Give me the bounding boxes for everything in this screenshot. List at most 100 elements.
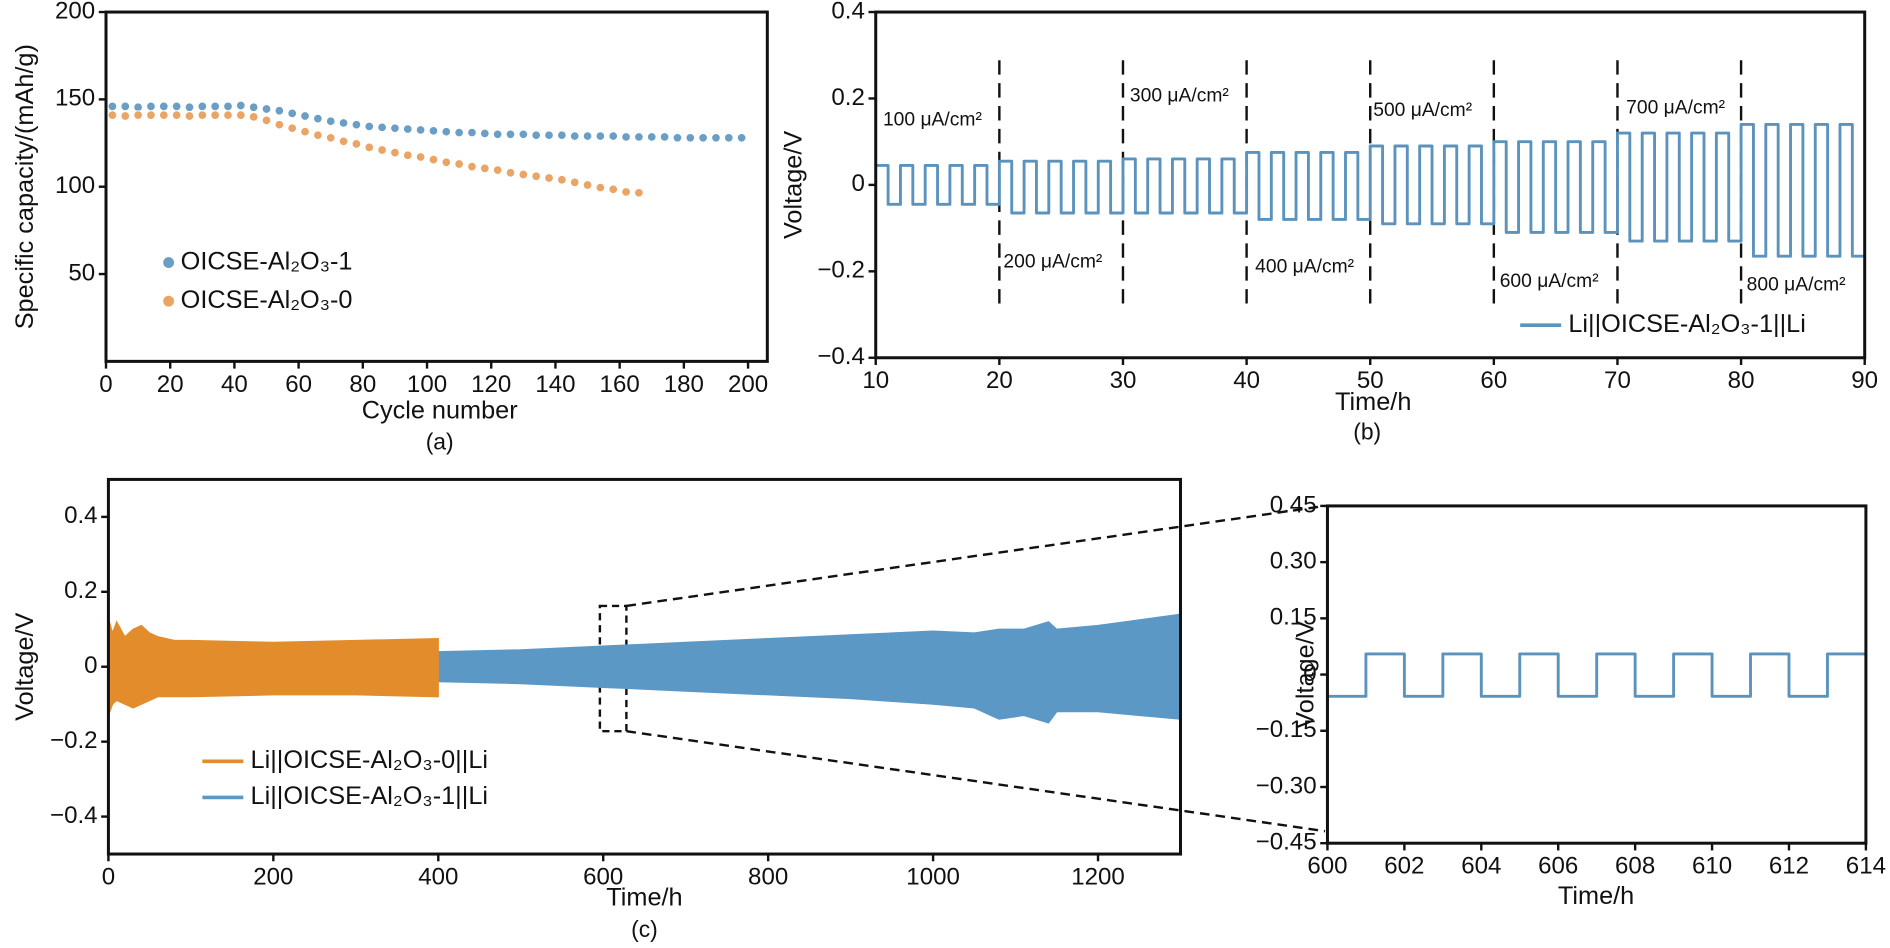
y-tick-label: −0.15 [1256,716,1317,743]
point [621,187,631,197]
x-tick-label: 60 [285,371,312,398]
point [184,111,195,121]
point [210,101,220,112]
y-tick-label: 150 [55,85,95,112]
y-tick-label: −0.30 [1256,772,1317,799]
x-tick-label: 600 [1307,853,1347,880]
panel: −0.45 −0.30 −0.15 0 0.15 0.30 0.45 600 602 604 606… [1256,491,1886,910]
point [634,188,644,198]
zoom-line [626,729,1326,833]
y-tick-label: 0.4 [64,502,97,529]
x-tick-label: 180 [664,371,704,398]
point [171,110,182,120]
y-tick-label: −0.4 [817,343,865,370]
point [672,132,683,143]
x-tick-label: 40 [1233,367,1260,394]
x-tick-label: 10 [862,367,889,394]
point [608,184,619,195]
x-tick-label: 90 [1851,367,1878,394]
x-tick-label: 80 [1728,367,1755,394]
plot-area [108,613,1181,724]
point [210,110,220,120]
point [325,116,336,127]
point [659,132,670,142]
plot-frame [106,477,1183,856]
annotation: 500 μA/cm² [1373,100,1472,121]
x-tick-label: 1200 [1071,863,1125,890]
point [544,173,554,183]
point [390,147,400,158]
annotation: 100 μA/cm² [883,110,982,131]
x-tick-label: 160 [600,371,640,398]
point [377,145,387,155]
line [875,122,1865,258]
y-tick-label: −0.2 [50,727,98,754]
legend-marker [163,295,175,307]
y-tick-label: 0.4 [831,0,864,24]
x-tick-label: 70 [1604,367,1631,394]
plot-area [875,60,1865,312]
x-tick-label: 602 [1384,853,1424,880]
point [184,102,195,113]
point [505,167,516,178]
point [287,108,298,119]
point [313,113,323,124]
point [300,111,310,121]
point [454,127,464,138]
y-tick-label: 0.45 [1270,491,1317,518]
point [723,132,734,143]
y-tick-label: 0 [851,170,864,197]
x-tick-label: 400 [418,863,458,890]
x-tick-label: 40 [221,371,248,398]
annotation: 400 μA/cm² [1255,257,1354,278]
x-tick-label: 30 [1110,367,1137,394]
legend-label: OICSE-Al₂O₃-1 [181,247,353,275]
y-axis-title: Specific capacity/(mAh/g) [11,44,39,329]
plot-frame [104,10,769,363]
y-tick-label: −0.45 [1256,829,1317,856]
x-axis-title: Cycle number [362,397,518,425]
area [108,617,439,716]
x-tick-label: 600 [583,863,623,890]
y-tick-label: 50 [68,259,95,286]
x-tick-label: 606 [1538,853,1578,880]
point [646,132,657,142]
x-axis-title: Time/h [1558,882,1634,910]
point [441,126,452,137]
x-tick-label: 0 [99,371,112,398]
point [415,152,426,162]
panel: −0.4 −0.2 0 0.2 0.4 0 200 400 600 800 1000 1200 Li||… [11,477,1183,942]
x-tick-label: 140 [535,371,575,398]
point [595,182,606,193]
point [441,157,452,168]
point [223,101,233,112]
plot-frame [874,10,1867,360]
x-tick-label: 800 [748,863,788,890]
point [236,110,246,120]
area [437,613,1181,724]
point [402,150,413,161]
point [248,112,259,122]
y-axis-title: Voltage/V [11,612,39,720]
y-axis-title: Voltage/V [780,131,808,239]
point [146,101,156,112]
x-tick-label: 120 [471,371,511,398]
x-tick-label: 1000 [906,863,960,890]
x-tick-label: 612 [1769,853,1809,880]
point [197,101,208,112]
y-tick-label: 0.2 [64,577,97,604]
legend-label: OICSE-Al₂O₃-0 [181,286,353,314]
point [133,110,143,120]
x-tick-label: 20 [157,371,184,398]
point [261,104,272,114]
point [492,165,503,175]
point [518,169,529,180]
annotation: 300 μA/cm² [1130,85,1229,106]
x-tick-label: 50 [1357,367,1384,394]
y-tick-label: 200 [55,0,95,24]
x-tick-label: 614 [1846,853,1886,880]
point [454,159,464,169]
point [479,128,490,139]
point [120,111,131,121]
